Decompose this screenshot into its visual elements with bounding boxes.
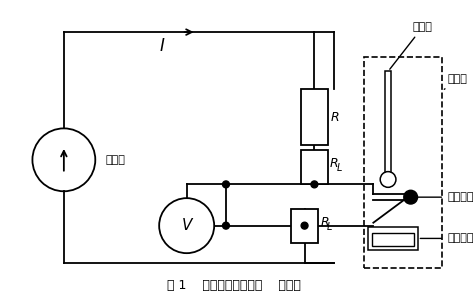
Bar [290,209,317,243]
Text: V: V [181,218,191,233]
Bar [300,89,327,145]
Circle shape [379,172,395,187]
Text: 温度计: 温度计 [389,22,432,69]
Circle shape [159,198,214,253]
Text: 热膜探头: 热膜探头 [413,192,473,202]
Circle shape [403,190,416,204]
Bar [367,226,416,250]
Bar [300,150,327,184]
Text: 恒温箱: 恒温箱 [443,74,466,89]
Text: 恒流源: 恒流源 [105,155,125,165]
Text: R: R [330,111,339,124]
Circle shape [310,181,317,188]
Circle shape [300,222,307,229]
Bar [384,71,390,175]
Text: L: L [327,222,332,232]
Text: R: R [319,216,328,229]
Circle shape [222,222,229,229]
Text: R: R [329,157,338,170]
Text: L: L [336,163,342,173]
Text: 轴流风机: 轴流风机 [419,233,473,243]
Bar [363,57,441,268]
Text: I: I [159,37,164,55]
Circle shape [222,181,229,188]
Bar [372,232,413,246]
Text: 图 1    热膜探头温度特性    检装置: 图 1 热膜探头温度特性 检装置 [167,279,300,292]
